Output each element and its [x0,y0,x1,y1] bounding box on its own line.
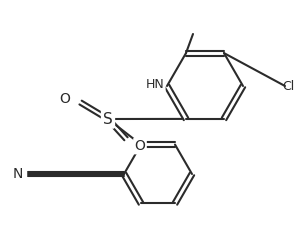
Text: N: N [13,167,23,181]
Text: Cl: Cl [282,79,294,92]
Text: O: O [60,92,70,106]
Text: S: S [103,112,113,126]
Text: O: O [135,139,145,153]
Text: HN: HN [146,77,164,90]
